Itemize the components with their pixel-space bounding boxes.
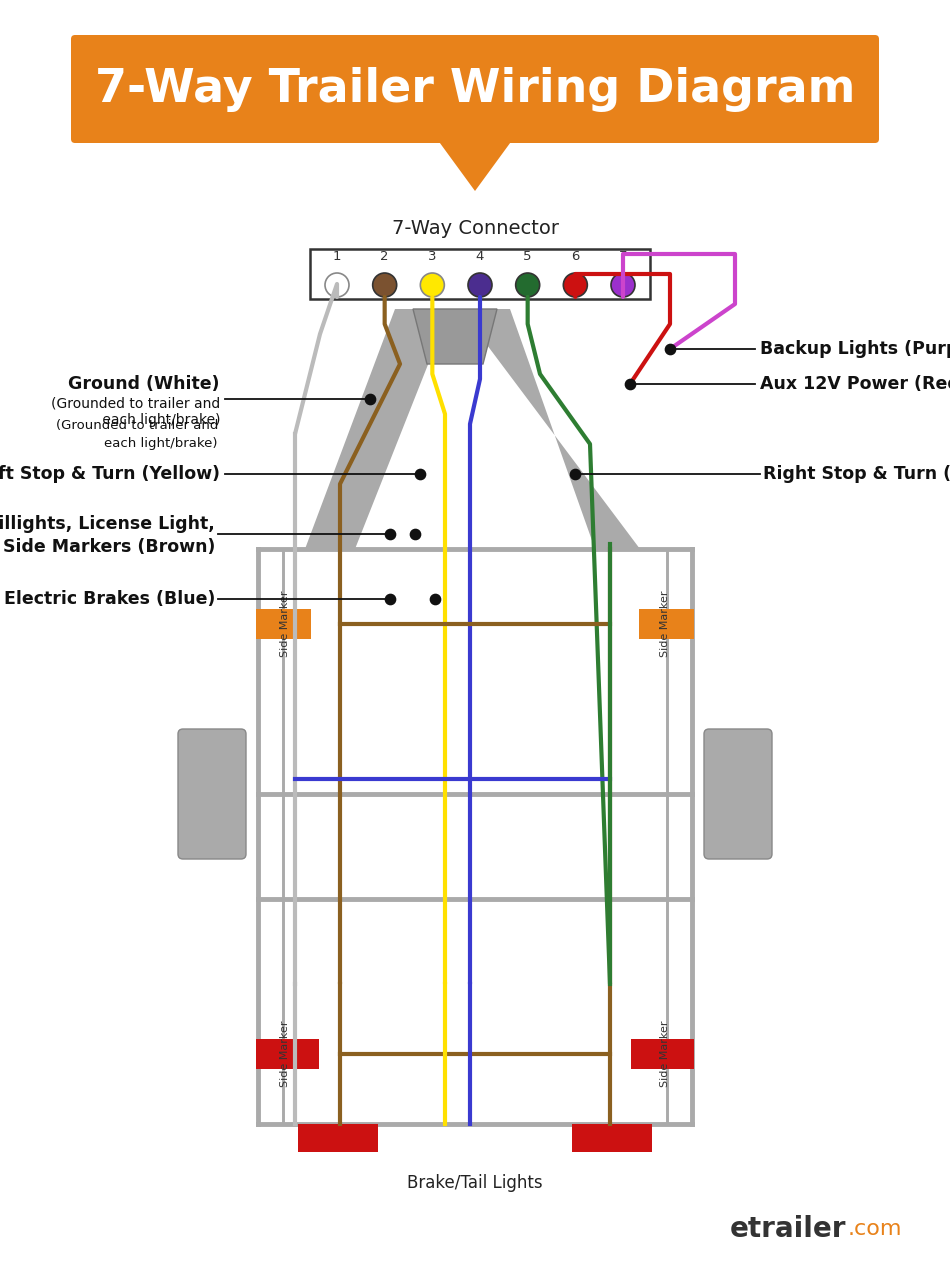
Text: 7-Way Connector: 7-Way Connector [391,220,559,239]
Polygon shape [460,309,640,550]
Point [622,374,637,394]
Text: .com: .com [848,1219,902,1239]
Circle shape [372,273,397,297]
Point [408,524,423,544]
Point [662,339,677,360]
Circle shape [468,273,492,297]
Bar [631,1039,694,1070]
Text: 5: 5 [523,250,532,263]
Point [362,389,377,410]
Bar [256,1039,319,1070]
Point [428,589,443,610]
Text: (Grounded to trailer and
 each light/brake): (Grounded to trailer and each light/brak… [50,397,220,428]
FancyBboxPatch shape [178,729,246,859]
FancyBboxPatch shape [704,729,772,859]
Text: Brake/Tail Lights: Brake/Tail Lights [408,1174,542,1192]
Text: 4: 4 [476,250,484,263]
Point [412,464,428,484]
Text: Backup Lights (Purple): Backup Lights (Purple) [760,340,950,358]
Text: Side Marker: Side Marker [280,1021,290,1088]
Text: 3: 3 [428,250,437,263]
Point [383,524,398,544]
Circle shape [516,273,540,297]
Text: Left Stop & Turn (Yellow): Left Stop & Turn (Yellow) [0,465,220,483]
Point [383,589,398,610]
FancyBboxPatch shape [71,35,879,143]
Text: Side Marker: Side Marker [660,591,670,657]
Bar [310,249,650,299]
Point [567,464,582,484]
Circle shape [420,273,445,297]
Text: 1: 1 [332,250,341,263]
Bar [572,1124,652,1152]
Text: Side Marker: Side Marker [660,1021,670,1088]
Text: Side Marker: Side Marker [280,591,290,657]
Circle shape [563,273,587,297]
Text: Right Stop & Turn (Green): Right Stop & Turn (Green) [763,465,950,483]
Text: Electric Brakes (Blue): Electric Brakes (Blue) [4,591,215,609]
Polygon shape [413,309,497,363]
Text: etrailer: etrailer [730,1215,846,1243]
Bar [639,609,694,639]
Text: (Grounded to trailer and: (Grounded to trailer and [56,420,218,433]
Polygon shape [305,309,450,550]
Text: Taillights, License Light,: Taillights, License Light, [0,515,215,533]
Text: Aux 12V Power (Red): Aux 12V Power (Red) [760,375,950,393]
Polygon shape [437,139,513,191]
Text: each light/brake): each light/brake) [104,438,218,451]
Text: 2: 2 [380,250,389,263]
Circle shape [611,273,635,297]
Text: 7: 7 [618,250,627,263]
Text: Ground (White): Ground (White) [68,375,220,393]
Text: 7-Way Trailer Wiring Diagram: 7-Way Trailer Wiring Diagram [95,67,855,112]
Circle shape [325,273,349,297]
Text: 6: 6 [571,250,579,263]
Bar [298,1124,378,1152]
Text: Side Markers (Brown): Side Markers (Brown) [3,538,215,556]
Bar [256,609,311,639]
